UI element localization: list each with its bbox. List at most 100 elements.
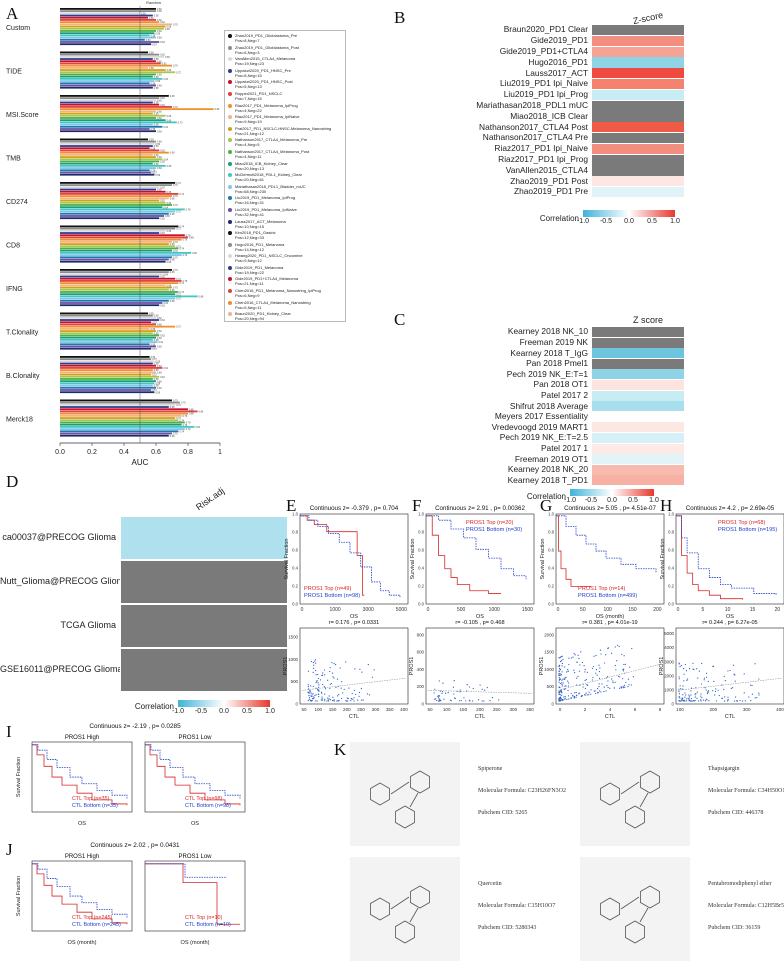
scatter-G-point — [628, 684, 630, 686]
panel-a-bar-label: 0.76 — [183, 415, 188, 418]
panel-a-group-label: Custom — [6, 25, 30, 32]
scatter-H-point — [690, 700, 693, 702]
panel-a-bar — [60, 347, 152, 350]
scatter-E-point — [317, 682, 319, 684]
scatter-G-point — [558, 691, 560, 693]
scatter-H-point — [727, 696, 729, 698]
km-H-frame — [675, 513, 784, 605]
panel-letter-e: E — [286, 496, 297, 515]
compound-ring — [640, 770, 660, 794]
panel-a-legend-name: McDermott2018_PDL1_Kidney_Clear — [235, 172, 302, 178]
panel-a-bar — [60, 401, 180, 404]
scatter-E-point — [315, 669, 317, 672]
scatter-G-ytick: 2000 — [544, 632, 554, 637]
scatter-H-point — [758, 678, 760, 680]
panel-a-legend-item: Uppaluri2020_PD1_HNSC_Pre Pos=8,Neg=15 — [227, 68, 343, 78]
panel-b-row-label: Nathanson2017_CTLA4 Pre — [482, 132, 588, 143]
panel-a-legend-swatch — [228, 254, 232, 259]
panel-a-bar-label: 0.68 — [170, 435, 175, 438]
scatter-G-point — [598, 683, 600, 685]
panel-j-legend-bottom: CTL Bottom (n=10) — [185, 922, 231, 928]
scatter-G-point — [561, 682, 563, 684]
scatter-H-point — [688, 697, 690, 699]
panel-a-bar — [60, 171, 152, 174]
scatter-G-point — [630, 684, 632, 686]
panel-a-x-tick-label: 0.4 — [119, 449, 129, 456]
scatter-H-point — [696, 691, 698, 693]
panel-j-xlabel: OS (month) — [181, 940, 210, 946]
panel-a-bar-label: 0.62 — [160, 54, 165, 57]
scatter-E-point — [307, 699, 309, 702]
panel-a-legend-swatch — [228, 196, 232, 201]
panel-a-legend-swatch — [228, 57, 232, 62]
panel-a-bar — [60, 336, 156, 339]
panel-a-bar — [60, 75, 153, 78]
scatter-G-point — [577, 654, 579, 656]
panel-a-bar-label: 0.66 — [167, 115, 172, 118]
scatter-F-point — [435, 698, 437, 700]
panel-a-bar — [60, 82, 150, 85]
panel-a-legend-sub: Pos=5,Neg=13 — [235, 84, 262, 90]
panel-a-bar-label: 0.57 — [152, 374, 157, 377]
panel-a-bar — [60, 153, 153, 156]
panel-a-bar-label: 0.58 — [154, 363, 159, 366]
panel-a-bar-label: 0.66 — [167, 261, 172, 264]
scatter-H-point — [697, 700, 700, 702]
panel-a-group-label: CD8 — [6, 242, 20, 249]
panel-a-legend-text: Braun2020_PD1_Kidney_Clear Pos=20,Neg=94 — [235, 311, 291, 321]
panel-a-bar — [60, 269, 172, 271]
scatter-H-point — [707, 680, 709, 683]
scatter-F-point — [484, 689, 486, 691]
scatter-H-point — [685, 694, 687, 696]
panel-b-cell — [592, 35, 684, 47]
scatter-G-point — [565, 685, 567, 687]
scatter-H-point — [681, 697, 683, 699]
scatter-H-ytick: 4000 — [664, 645, 674, 650]
panel-a-legend-swatch — [228, 103, 232, 108]
panel-a-bar-label: 0.62 — [160, 186, 165, 189]
scatter-E-point — [307, 685, 309, 688]
panel-a-bar — [60, 64, 172, 67]
panel-b-heatmap: Z-score Braun2020_PD1 Clear Gide2019_PD1 Gi… — [398, 10, 688, 232]
panel-a-bar-label: 0.64 — [163, 158, 168, 161]
panel-i-frame — [144, 741, 246, 813]
panel-a-legend-sub: Pos=68,Neg=230 — [235, 188, 267, 194]
scatter-H-point — [678, 688, 680, 690]
panel-i-curve-top — [145, 744, 241, 806]
scatter-G-point — [600, 653, 602, 655]
scatter-H-point — [734, 700, 736, 702]
scatter-H-point — [712, 690, 714, 692]
panel-a-bar-label: 0.68 — [170, 213, 175, 216]
scatter-F-point — [463, 697, 465, 699]
panel-a-bar-label: 0.50 — [141, 12, 146, 15]
scatter-E-point — [347, 698, 349, 700]
scatter-G-point — [613, 687, 615, 689]
scatter-G-point — [570, 697, 572, 700]
scatter-H-xlabel: CTL — [725, 714, 735, 720]
panel-j-legend-top: CTL Top (n=245) — [72, 915, 113, 921]
panel-a-bar — [60, 412, 188, 415]
compound-bond — [390, 896, 410, 910]
scatter-G-point — [615, 669, 617, 671]
scatter-E-point — [324, 688, 327, 690]
panel-a-bar — [60, 73, 156, 76]
scatter-E-point — [333, 677, 335, 679]
scatter-E-point — [314, 695, 316, 697]
scatter-F-title: r= -0.105 , p= 0.468 — [455, 620, 504, 626]
panel-a-legend-text: Lauss2017_ACT_Melanoma Pos=10,Neg=15 — [235, 219, 286, 229]
panel-a-bar-label: 0.61 — [159, 341, 164, 344]
panel-a-legend-item: Nathanson2017_CTLA4_Melanoma_Pre Pos=4,Ne… — [227, 137, 343, 147]
panel-b-cell — [592, 154, 684, 165]
scatter-G-point — [568, 657, 570, 659]
scatter-H-point — [680, 664, 682, 667]
panel-a-bar-label: 0.76 — [183, 239, 188, 242]
compound-name: Quercetin — [478, 881, 502, 887]
km-H-ytick: 0.0 — [668, 602, 674, 607]
scatter-E-xtick: 350 — [386, 707, 394, 712]
panel-a-legend-swatch — [228, 231, 232, 236]
scatter-E-point — [333, 699, 335, 701]
scatter-E-point — [329, 683, 331, 685]
scatter-G-fit-line — [557, 663, 663, 691]
panel-a-legend-item: Kim2018_PD1_Gastric Pos=12,Neg=33 — [227, 230, 343, 240]
panel-a-bar — [60, 43, 152, 46]
